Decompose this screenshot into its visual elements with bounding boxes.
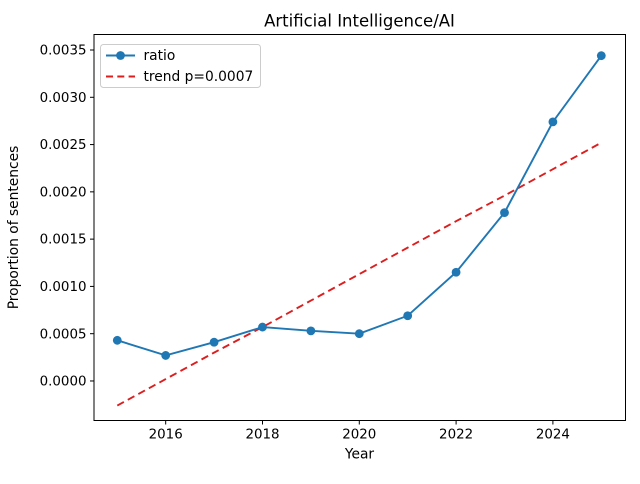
ratio-data-point [548, 117, 558, 127]
y-tick-label: 0.0030 [40, 91, 87, 106]
x-tick-label: 2024 [536, 428, 570, 443]
trend-line [116, 141, 602, 407]
y-axis-label: Proportion of sentences [6, 146, 22, 310]
ratio-data-point [306, 326, 316, 336]
y-tick-label: 0.0015 [40, 233, 87, 248]
ratio-data-point [500, 208, 509, 218]
ratio-data-point [258, 322, 267, 332]
y-tick-label: 0.0025 [40, 138, 87, 153]
chart-title: Artificial Intelligence/AI [264, 12, 455, 31]
y-tick-label: 0.0035 [40, 44, 87, 59]
x-axis-label: Year [344, 447, 375, 463]
x-tick-label: 2018 [245, 428, 279, 443]
plot-area: 0.0000 0.0005 0.0010 0.0015 0.0020 0.0025 0.00… [40, 34, 626, 443]
x-tick-label: 2016 [149, 428, 183, 443]
y-tick-label: 0.0005 [40, 327, 87, 342]
ratio-data-point [354, 329, 364, 339]
ratio-data-point [403, 311, 413, 321]
ratio-line [116, 55, 603, 357]
axes-spines [93, 34, 626, 421]
legend-box [100, 44, 261, 88]
legend-marker-ratio [116, 51, 125, 60]
legend-entry-trend: trend p=0.0007 [106, 69, 253, 85]
ratio-data-point [596, 51, 606, 61]
y-tick-label: 0.0000 [40, 375, 87, 390]
legend-label-trend: trend p=0.0007 [144, 69, 254, 85]
ratio-data-point [451, 267, 461, 277]
legend-label-ratio: ratio [144, 48, 176, 64]
x-tick-label: 2022 [439, 428, 473, 443]
legend: ratio trend p=0.0007 [100, 44, 261, 88]
x-tick-label: 2020 [342, 428, 376, 443]
legend-entry-ratio: ratio [106, 48, 175, 64]
ratio-data-point [112, 335, 122, 345]
y-tick-label: 0.0020 [40, 185, 87, 200]
ratio-data-point [161, 351, 171, 360]
ratio-data-point [209, 337, 219, 347]
y-tick-label: 0.0010 [40, 280, 87, 295]
